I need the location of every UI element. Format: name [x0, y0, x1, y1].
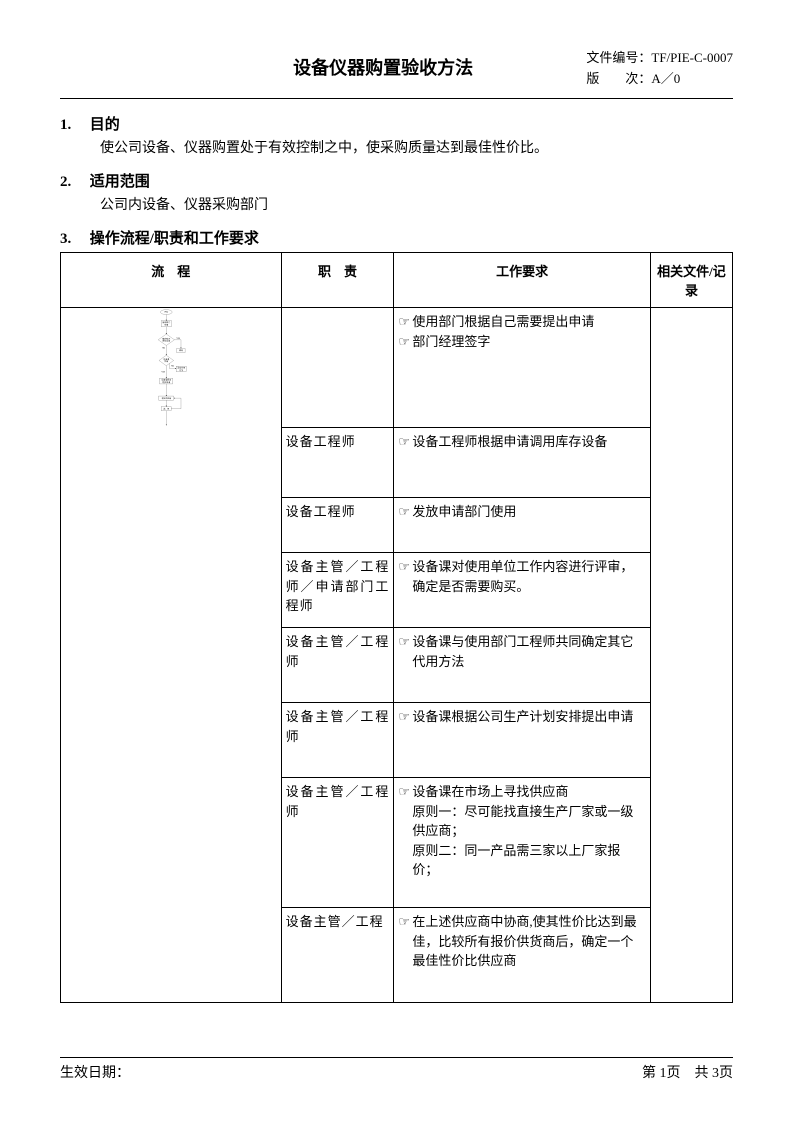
- svg-text:寻找代用: 寻找代用: [177, 366, 185, 370]
- bullet-icon: ☞: [398, 312, 412, 332]
- section-2-num: 2.: [60, 174, 86, 191]
- section-1-body: 使公司设备、仪器购置处于有效控制之中，使采购质量达到最佳性价比。: [100, 138, 733, 160]
- resp-apply: [281, 308, 394, 428]
- section-2-body: 公司内设备、仪器采购部门: [100, 195, 733, 217]
- resp-check: 设备工程师: [281, 428, 394, 498]
- th-flow: 流 程: [61, 253, 282, 308]
- req-review-1: 设备课对使用单位工作内容进行评审，确定是否需要购买。: [412, 557, 645, 596]
- docs-col: [650, 308, 732, 1003]
- section-2-head: 2. 适用范围: [60, 170, 733, 191]
- section-3-title: 操作流程/职责和工作要求: [90, 231, 259, 247]
- section-2-title: 适用范围: [90, 174, 150, 190]
- resp-sup: 设备主管／工程师: [281, 778, 394, 908]
- req-sup: ☞设备课在市场上寻找供应商 原则一：尽可能找直接生产厂家或一级供应商； 原则二：…: [394, 778, 650, 908]
- section-3-head: 3. 操作流程/职责和工作要求: [60, 227, 733, 248]
- flowchart-cell: 开始 使用部门 申请 确定有无 库存设备 YE: [61, 308, 282, 1003]
- bullet-icon: ☞: [398, 432, 412, 452]
- page-header: 设备仪器购置验收方法 文件编号：TF/PIE-C-0007 版 次：A／0: [60, 48, 733, 99]
- req-check-1: 设备工程师根据申请调用库存设备: [412, 432, 645, 452]
- th-doc: 相关文件/记录: [650, 253, 732, 308]
- doc-title: 设备仪器购置验收方法: [60, 48, 586, 80]
- req-sup-2: 原则一：尽可能找直接生产厂家或一级供应商；: [398, 802, 645, 841]
- resp-buy: 设备主管／工程师: [281, 703, 394, 778]
- svg-text:YES: YES: [176, 338, 180, 340]
- footer-right: 第 1页 共 3页: [642, 1062, 733, 1082]
- req-buy: ☞设备课根据公司生产计划安排提出申请: [394, 703, 650, 778]
- req-alt-1: 设备课与使用部门工程师共同确定其它代用方法: [412, 632, 645, 671]
- req-sup-1: 设备课在市场上寻找供应商: [412, 782, 645, 802]
- page-footer: 生效日期： 第 1页 共 3页: [60, 1057, 733, 1082]
- th-resp: 职 责: [281, 253, 394, 308]
- req-check: ☞设备工程师根据申请调用库存设备: [394, 428, 650, 498]
- section-1-head: 1. 目的: [60, 113, 733, 134]
- bullet-icon: ☞: [398, 502, 412, 522]
- req-sup-3: 原则二：同一产品需三家以上厂家报价；: [398, 841, 645, 880]
- version-label: 版 次：: [586, 71, 651, 86]
- req-sel: ☞在上述供应商中协商,使其性价比达到最佳，比较所有报价供货商后，确定一个最佳性价…: [394, 908, 650, 1003]
- req-sel-1: 在上述供应商中协商,使其性价比达到最佳，比较所有报价供货商后，确定一个最佳性价比…: [412, 912, 645, 971]
- flowchart-svg: 开始 使用部门 申请 确定有无 库存设备 YE: [61, 308, 281, 427]
- footer-left: 生效日期：: [60, 1062, 130, 1082]
- req-call-1: 发放申请部门使用: [412, 502, 645, 522]
- req-apply-2: 部门经理签字: [412, 332, 645, 352]
- bullet-icon: ☞: [398, 782, 412, 802]
- resp-sel: 设备主管／工程: [281, 908, 394, 1003]
- doc-no: TF/PIE-C-0007: [651, 50, 733, 65]
- resp-alt: 设备主管／工程师: [281, 628, 394, 703]
- req-alt: ☞设备课与使用部门工程师共同确定其它代用方法: [394, 628, 650, 703]
- bullet-icon: ☞: [398, 557, 412, 596]
- req-call: ☞发放申请部门使用: [394, 498, 650, 553]
- req-apply-1: 使用部门根据自己需要提出申请: [412, 312, 645, 332]
- th-req: 工作要求: [394, 253, 650, 308]
- resp-review: 设备主管／工程师／申请部门工程师: [281, 553, 394, 628]
- doc-info: 文件编号：TF/PIE-C-0007 版 次：A／0: [586, 48, 733, 90]
- req-buy-1: 设备课根据公司生产计划安排提出申请: [412, 707, 645, 727]
- bullet-icon: ☞: [398, 632, 412, 671]
- bullet-icon: ☞: [398, 332, 412, 352]
- svg-text:YES: YES: [161, 372, 165, 374]
- doc-no-label: 文件编号：: [586, 50, 651, 65]
- svg-text:NO: NO: [162, 348, 165, 350]
- process-table: 流 程 职 责 工作要求 相关文件/记录: [60, 252, 733, 1003]
- bullet-icon: ☞: [398, 912, 412, 971]
- req-apply: ☞使用部门根据自己需要提出申请 ☞部门经理签字: [394, 308, 650, 428]
- section-1-title: 目的: [90, 117, 120, 133]
- resp-call: 设备工程师: [281, 498, 394, 553]
- bullet-icon: ☞: [398, 707, 412, 727]
- section-3-num: 3.: [60, 231, 86, 248]
- req-review: ☞设备课对使用单位工作内容进行评审，确定是否需要购买。: [394, 553, 650, 628]
- section-1-num: 1.: [60, 117, 86, 134]
- version: A／0: [651, 71, 680, 86]
- svg-text:NO: NO: [171, 366, 174, 368]
